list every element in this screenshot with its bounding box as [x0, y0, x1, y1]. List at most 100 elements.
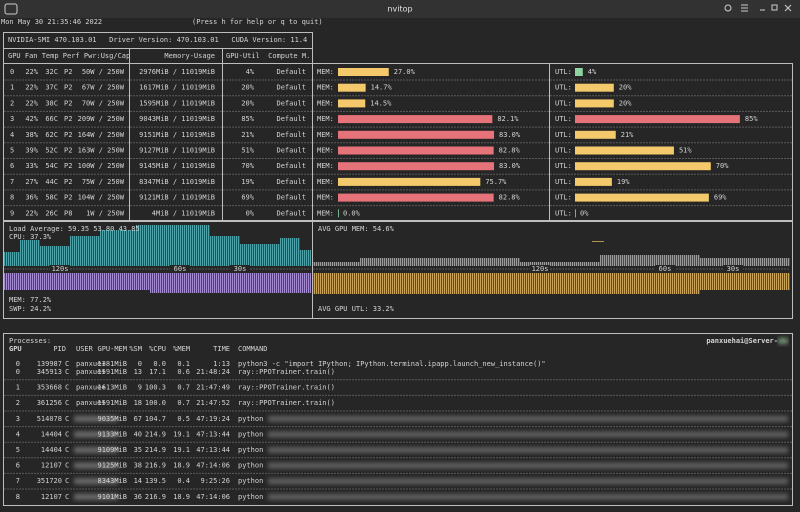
cpu-graph — [4, 225, 311, 266]
process-command: python — [238, 446, 263, 454]
process-cpu: 17.1 — [149, 368, 166, 376]
gpu-temp: 37C — [45, 84, 58, 92]
column-header: GPU Fan Temp Perf Pwr:Usg/Cap — [8, 52, 130, 60]
maximize-button[interactable] — [771, 4, 778, 11]
process-gpu-memory: 9125MiB — [97, 462, 127, 470]
graphs-frame — [3, 221, 793, 319]
utilization-bar — [575, 193, 709, 202]
process-sm: 35 — [134, 446, 142, 454]
gpu-util: 19% — [241, 178, 254, 186]
process-mem: 0.7 — [177, 399, 190, 407]
process-cpu: 100.0 — [145, 399, 166, 407]
graph-peak — [592, 241, 604, 242]
process-sm: 38 — [134, 462, 142, 470]
gpu-fan: 22% — [25, 99, 38, 107]
gpu-fan: 36% — [25, 194, 38, 202]
process-column-header: GPU-MEM — [97, 345, 127, 353]
gpu-util: 20% — [241, 84, 254, 92]
gpu-index: 2 — [10, 99, 14, 107]
process-mem: 18.9 — [173, 493, 190, 501]
mem-prefix: MEM: — [317, 209, 334, 217]
close-button[interactable] — [784, 4, 792, 12]
process-pid: 361256 — [37, 399, 62, 407]
process-mem: 0.5 — [177, 415, 190, 423]
gpu-compute-mode: Default — [276, 68, 306, 76]
gpu-power: 70W / 250W — [82, 99, 125, 107]
process-cpu: 139.5 — [145, 477, 166, 485]
process-pid: 14404 — [41, 430, 62, 438]
process-type: C — [65, 430, 69, 438]
process-cpu: 0.0 — [153, 360, 166, 368]
gpu-index: 0 — [10, 68, 14, 76]
utilization-percent: 51% — [679, 147, 692, 155]
gpu-temp: 44C — [45, 178, 58, 186]
mem-prefix: MEM: — [317, 147, 334, 155]
gpu-index: 3 — [10, 115, 14, 123]
gpu-perf: P8 — [64, 209, 72, 217]
load-average: Load Average: 59.35 53.80 43.85 — [9, 225, 140, 233]
process-time: 47:14:06 — [196, 493, 230, 501]
gpu-memory: 4MiB / 11019MiB — [152, 209, 215, 217]
gpu-util: 69% — [241, 194, 254, 202]
memory-bar — [338, 83, 366, 92]
process-cpu: 214.9 — [145, 430, 166, 438]
process-time: 9:25:26 — [200, 477, 230, 485]
process-mem: 0.1 — [177, 360, 190, 368]
utilization-percent: 69% — [714, 194, 727, 202]
process-gpu: 8 — [16, 493, 20, 501]
process-column-header: TIME — [213, 345, 230, 353]
host-name: panxuehai@Server- — [706, 337, 778, 345]
util-prefix: UTL: — [555, 131, 572, 139]
gpu-compute-mode: Default — [276, 194, 306, 202]
process-user: panxue+ — [76, 368, 106, 376]
gpu-perf: P2 — [64, 131, 72, 139]
memory-percent: 82.8% — [499, 147, 521, 155]
memory-percent: 75.7% — [485, 178, 507, 186]
process-gpu-memory: 1381MiB — [97, 360, 127, 368]
time-label: 60s — [659, 265, 672, 273]
gpu-util: 51% — [241, 147, 254, 155]
process-sm: 40 — [134, 430, 142, 438]
search-button[interactable] — [724, 4, 732, 12]
process-cpu: 216.9 — [145, 462, 166, 470]
gpu-fan: 42% — [25, 115, 38, 123]
axis-label-bg — [230, 265, 250, 273]
process-gpu: 6 — [16, 462, 20, 470]
process-sm: 0 — [138, 360, 142, 368]
redacted-user — [74, 478, 118, 485]
gpu-util: 4% — [246, 68, 255, 76]
util-prefix: UTL: — [555, 178, 572, 186]
mem-prefix: MEM: — [317, 84, 334, 92]
utilization-percent: 70% — [716, 162, 729, 170]
process-user: panxue+ — [76, 399, 106, 407]
process-user: panxue+ — [76, 360, 106, 368]
redacted-command — [268, 431, 788, 438]
redacted-user — [74, 462, 118, 469]
memory-percent: 82.8% — [499, 194, 521, 202]
new-tab-button[interactable] — [4, 3, 18, 15]
memory-percent: 0.0% — [343, 209, 361, 217]
memory-bar — [338, 162, 495, 171]
process-cpu: 214.9 — [145, 446, 166, 454]
gpu-memory: 1617MiB / 11019MiB — [139, 84, 215, 92]
gpu-memory: 9127MiB / 11019MiB — [139, 147, 215, 155]
process-pid: 514078 — [37, 415, 62, 423]
time-label: 30s — [727, 265, 740, 273]
redacted-command — [268, 447, 788, 453]
time-label: 120s — [532, 265, 549, 273]
process-time: 47:13:44 — [196, 430, 230, 438]
process-column-header: %SM — [129, 345, 142, 353]
gpu-fan: 33% — [25, 162, 38, 170]
redacted-user — [74, 447, 118, 453]
gpu-fan: 39% — [25, 147, 38, 155]
util-prefix: UTL: — [555, 209, 572, 217]
gpu-memory: 2976MiB / 11019MiB — [139, 68, 215, 76]
process-cpu: 216.9 — [145, 493, 166, 501]
process-time: 1:13 — [213, 360, 230, 368]
gpu-compute-mode: Default — [276, 115, 306, 123]
process-pid: 12107 — [41, 493, 62, 501]
process-sm: 18 — [134, 399, 142, 407]
util-prefix: UTL: — [555, 147, 572, 155]
